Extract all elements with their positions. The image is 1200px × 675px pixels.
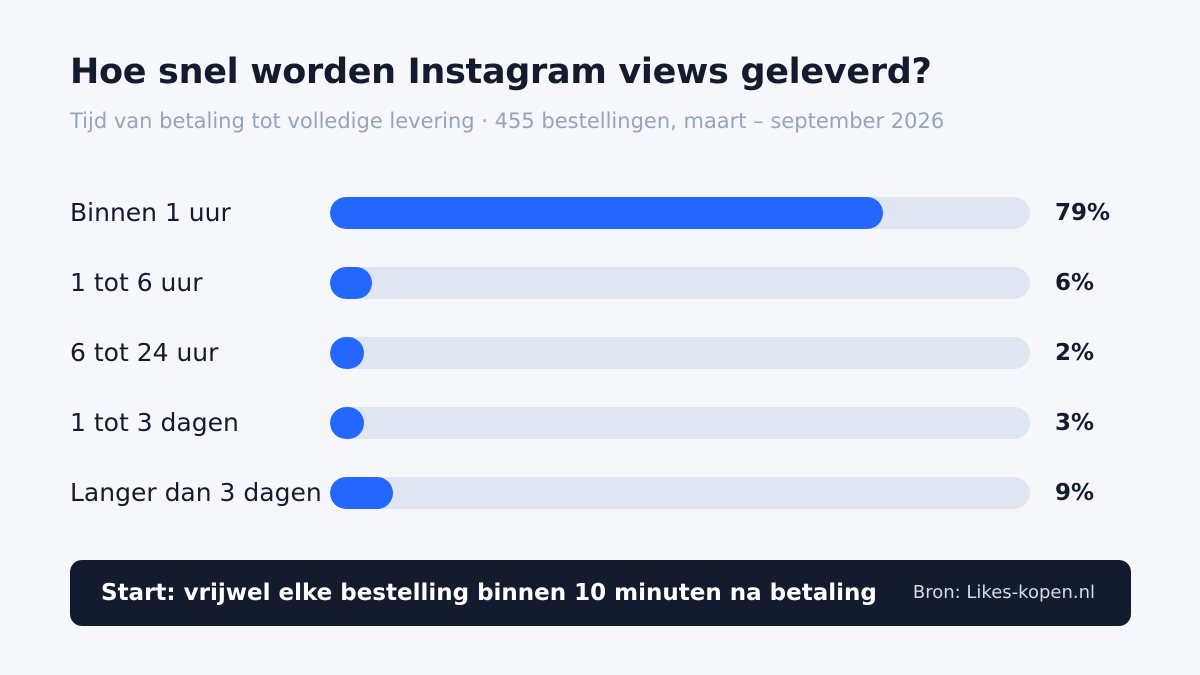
bar-track [330,197,1030,229]
bar-row: Langer dan 3 dagen 9% [0,476,1200,510]
bar [330,337,364,369]
bar [330,267,372,299]
bar [330,197,883,229]
chart-title: Hoe snel worden Instagram views geleverd… [70,52,932,92]
value-label: 3% [1055,410,1095,436]
value-label: 2% [1055,340,1095,366]
chart-subtitle: Tijd van betaling tot volledige levering… [70,109,945,133]
category-label: 1 tot 3 dagen [70,408,239,437]
source-credit: Bron: Likes-kopen.nl [912,582,1095,603]
bar-track [330,337,1030,369]
category-label: Langer dan 3 dagen [70,478,322,507]
value-label: 6% [1055,270,1095,296]
bar-track [330,477,1030,509]
bar-row: 1 tot 6 uur 6% [0,266,1200,300]
bar-track [330,407,1030,439]
bar-row: Binnen 1 uur 79% [0,196,1200,230]
footer-note: Start: vrijwel elke bestelling binnen 10… [101,580,877,606]
bar-row: 6 tot 24 uur 2% [0,336,1200,370]
bar-row: 1 tot 3 dagen 3% [0,406,1200,440]
value-label: 9% [1055,480,1095,506]
footer-banner: Start: vrijwel elke bestelling binnen 10… [70,560,1131,626]
category-label: Binnen 1 uur [70,198,231,227]
category-label: 1 tot 6 uur [70,268,203,297]
bar-track [330,267,1030,299]
bar [330,407,364,439]
value-label: 79% [1055,200,1111,226]
category-label: 6 tot 24 uur [70,338,219,367]
bar [330,477,393,509]
